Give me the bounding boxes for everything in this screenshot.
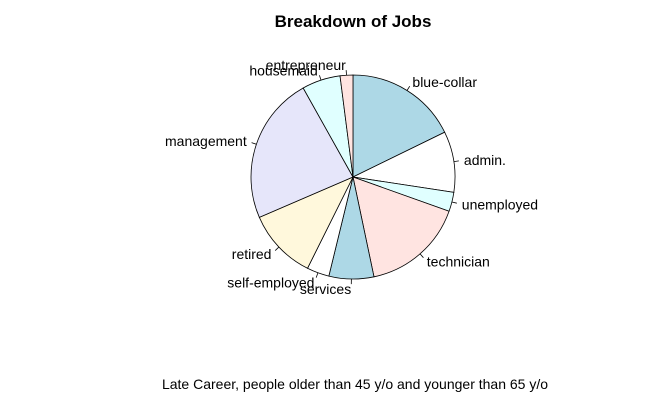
label-leader (453, 160, 459, 163)
pie-slices (250, 74, 456, 280)
label-leader (315, 272, 319, 278)
slice-label: management (165, 133, 247, 149)
label-leader (419, 253, 424, 258)
slice-label: admin. (464, 152, 506, 168)
label-leader (451, 201, 457, 204)
pie-slice-management (250, 87, 354, 218)
label-leaders (251, 70, 459, 285)
pie-slice-retired (258, 176, 354, 269)
slice-label: retired (232, 246, 272, 262)
chart-title: Breakdown of Jobs (275, 12, 432, 31)
slice-label: housemaid (249, 62, 318, 78)
slice-label: unemployed (462, 196, 538, 212)
slice-label: entrepreneur (266, 57, 347, 73)
label-leader (406, 85, 411, 91)
slice-label: self-employed (227, 274, 314, 290)
label-leader (319, 75, 322, 81)
slice-label: technician (427, 254, 490, 270)
slice-labels: blue-collar admin. unemployed technician ser… (165, 57, 538, 297)
label-leader (251, 142, 257, 145)
pie-slice-technician (352, 176, 450, 278)
slice-label: blue-collar (412, 74, 477, 90)
chart-caption: Late Career, people older than 45 y/o an… (162, 376, 548, 392)
label-leader (274, 246, 280, 251)
slice-label: services (300, 281, 351, 297)
